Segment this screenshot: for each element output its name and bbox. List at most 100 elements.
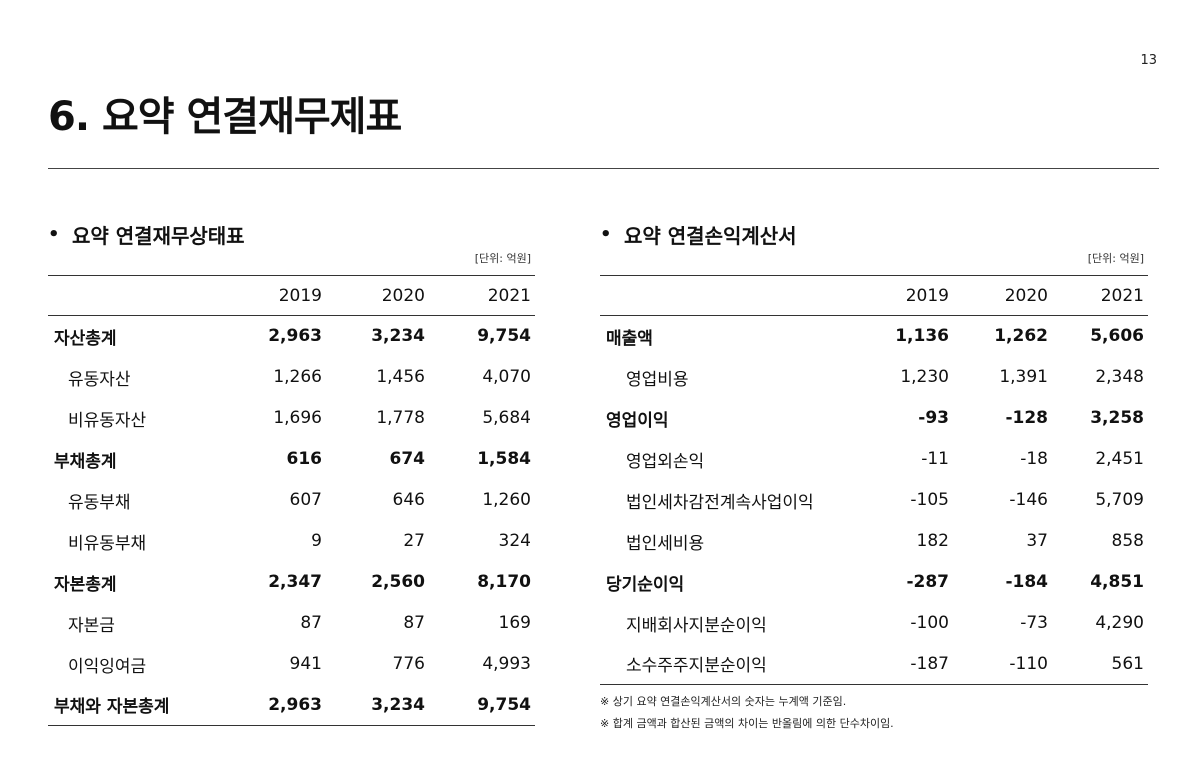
- value-cell-2021: 4,070: [482, 367, 531, 387]
- table-header-row: 2019 2020 2021: [600, 275, 1148, 316]
- value-cell-2019: 9: [311, 531, 322, 551]
- table-row: 소수주주지분순이익 -187 -110 561: [600, 644, 1148, 685]
- value-cell-2021: 5,709: [1095, 490, 1144, 510]
- value-cell-2021: 4,993: [482, 654, 531, 674]
- value-cell-2019: -105: [910, 490, 949, 510]
- value-cell-2021: 1,260: [482, 490, 531, 510]
- row-label: 유동부채: [68, 492, 131, 513]
- header-year: 2020: [381, 285, 425, 306]
- value-cell-2019: -11: [921, 449, 949, 469]
- value-cell-2021: 5,606: [1090, 326, 1144, 347]
- value-cell-2020: 646: [392, 490, 425, 510]
- header-label-cell: [600, 276, 849, 316]
- balance-sheet-heading-text: 요약 연결재무상태표: [72, 223, 245, 248]
- row-label: 부채총계: [54, 451, 117, 472]
- value-cell-2021: 8,170: [477, 572, 531, 592]
- value-cell-2021: 169: [498, 613, 531, 633]
- income-statement-heading-text: 요약 연결손익계산서: [624, 223, 797, 248]
- header-year: 2020: [1004, 285, 1048, 306]
- row-label: 비유동부채: [68, 533, 147, 554]
- row-label: 자본총계: [54, 574, 117, 595]
- row-label: 당기순이익: [606, 574, 685, 595]
- table-row: 유동자산 1,266 1,456 4,070: [48, 357, 535, 398]
- value-cell-2020: 1,391: [999, 367, 1048, 387]
- value-cell-2020: -146: [1009, 490, 1048, 510]
- row-label: 소수주주지분순이익: [626, 656, 767, 677]
- table-row: 비유동자산 1,696 1,778 5,684: [48, 398, 535, 439]
- balance-sheet-table: 2019 2020 2021 자산총계 2,963 3,234 9,754 유동자산 1,…: [48, 275, 535, 726]
- value-cell-2020: 3,234: [371, 694, 425, 715]
- table-row: 자산총계 2,963 3,234 9,754: [48, 316, 535, 357]
- row-label: 자본금: [68, 615, 115, 636]
- balance-sheet-section: • 요약 연결재무상태표 [단위: 억원] 2019 2020 2021 자산총…: [48, 219, 535, 726]
- row-label: 법인세차감전계속사업이익: [626, 492, 814, 513]
- value-cell-2021: 1,584: [477, 449, 531, 469]
- value-cell-2021: 9,754: [477, 694, 531, 715]
- table-header-row: 2019 2020 2021: [48, 275, 535, 316]
- row-label: 부채와 자본총계: [54, 697, 170, 718]
- value-cell-2019: 616: [286, 449, 323, 469]
- income-statement-section: • 요약 연결손익계산서 [단위: 억원] 2019 2020 2021 매출액…: [600, 219, 1148, 739]
- header-year: 2019: [905, 285, 949, 306]
- table-row: 당기순이익 -287 -184 4,851: [600, 562, 1148, 603]
- value-cell-2019: -93: [918, 408, 949, 428]
- value-cell-2020: -18: [1020, 449, 1048, 469]
- footnote: ※ 상기 요약 연결손익계산서의 숫자는 누계액 기준임.: [600, 695, 847, 708]
- footnotes: ※ 상기 요약 연결손익계산서의 숫자는 누계액 기준임. ※ 합계 금액과 합…: [600, 695, 1148, 739]
- footnote: ※ 합계 금액과 합산된 금액의 차이는 반올림에 의한 단수차이임.: [600, 717, 894, 730]
- header-year: 2019: [278, 285, 322, 306]
- value-cell-2020: 2,560: [371, 572, 425, 592]
- title-divider: [48, 168, 1159, 169]
- value-cell-2019: -287: [906, 572, 949, 592]
- page-title: 6. 요약 연결재무제표: [48, 94, 402, 140]
- table-row: 부채총계 616 674 1,584: [48, 439, 535, 480]
- row-label: 매출액: [606, 328, 653, 349]
- value-cell-2021: 858: [1111, 531, 1144, 551]
- value-cell-2020: -184: [1005, 572, 1048, 592]
- value-cell-2019: -187: [910, 653, 949, 674]
- value-cell-2020: 674: [389, 449, 426, 469]
- header-year: 2021: [1100, 285, 1144, 306]
- table-row: 영업외손익 -11 -18 2,451: [600, 439, 1148, 480]
- row-label: 비유동자산: [68, 410, 147, 431]
- value-cell-2021: 4,851: [1090, 572, 1144, 592]
- row-label: 영업외손익: [626, 451, 705, 472]
- value-cell-2019: 182: [916, 531, 949, 551]
- table-row: 자본총계 2,347 2,560 8,170: [48, 562, 535, 603]
- value-cell-2020: -73: [1020, 613, 1048, 633]
- value-cell-2021: 3,258: [1090, 408, 1144, 428]
- row-label: 법인세비용: [626, 533, 705, 554]
- value-cell-2021: 9,754: [477, 326, 531, 347]
- table-row: 유동부채 607 646 1,260: [48, 480, 535, 521]
- table-row: 이익잉여금 941 776 4,993: [48, 644, 535, 685]
- value-cell-2020: 3,234: [371, 326, 425, 347]
- value-cell-2019: 1,696: [273, 408, 322, 428]
- value-cell-2019: 607: [289, 490, 322, 510]
- row-label: 이익잉여금: [68, 656, 147, 677]
- value-cell-2019: 1,266: [273, 367, 322, 387]
- table-row: 법인세차감전계속사업이익 -105 -146 5,709: [600, 480, 1148, 521]
- value-cell-2019: 941: [289, 654, 322, 674]
- value-cell-2020: 776: [392, 654, 425, 674]
- table-row: 영업이익 -93 -128 3,258: [600, 398, 1148, 439]
- row-label: 영업이익: [606, 410, 669, 431]
- page-number: 13: [1140, 53, 1157, 68]
- row-label: 유동자산: [68, 369, 131, 390]
- bullet-icon: •: [600, 223, 612, 245]
- value-cell-2020: 37: [1026, 531, 1048, 551]
- table-row: 부채와 자본총계 2,963 3,234 9,754: [48, 685, 535, 726]
- bullet-icon: •: [48, 223, 60, 245]
- value-cell-2020: -110: [1009, 653, 1048, 674]
- income-statement-table: 2019 2020 2021 매출액 1,136 1,262 5,606 영업비용 1,2…: [600, 275, 1148, 685]
- value-cell-2019: 2,347: [268, 572, 322, 592]
- row-label: 영업비용: [626, 369, 689, 390]
- value-cell-2019: 2,963: [268, 326, 322, 347]
- table-row: 매출액 1,136 1,262 5,606: [600, 316, 1148, 357]
- income-statement-unit: [단위: 억원]: [1087, 252, 1144, 265]
- table-row: 영업비용 1,230 1,391 2,348: [600, 357, 1148, 398]
- value-cell-2021: 561: [1111, 653, 1144, 674]
- value-cell-2019: 1,136: [895, 326, 949, 347]
- header-year: 2021: [487, 285, 531, 306]
- value-cell-2020: 87: [403, 613, 425, 633]
- value-cell-2019: -100: [910, 613, 949, 633]
